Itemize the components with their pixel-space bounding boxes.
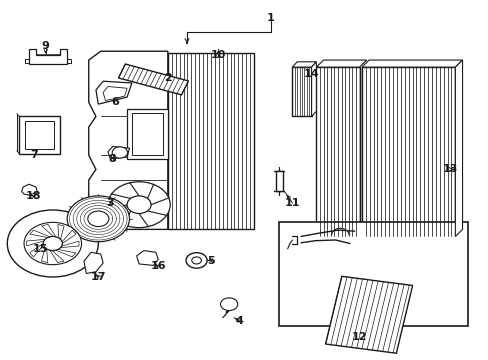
Circle shape bbox=[43, 237, 62, 251]
Polygon shape bbox=[89, 51, 167, 229]
Text: 14: 14 bbox=[303, 69, 319, 79]
Text: 1: 1 bbox=[266, 13, 274, 23]
Circle shape bbox=[67, 196, 129, 242]
Text: 8: 8 bbox=[109, 154, 116, 164]
Text: 6: 6 bbox=[111, 98, 119, 107]
Polygon shape bbox=[454, 60, 462, 237]
Polygon shape bbox=[316, 60, 366, 67]
Text: 18: 18 bbox=[26, 191, 41, 201]
Text: 15: 15 bbox=[33, 244, 48, 254]
Text: 9: 9 bbox=[41, 41, 49, 51]
Text: 12: 12 bbox=[351, 332, 366, 342]
Polygon shape bbox=[127, 109, 167, 159]
Text: 11: 11 bbox=[284, 198, 300, 208]
Polygon shape bbox=[137, 251, 158, 265]
Circle shape bbox=[220, 298, 237, 311]
Polygon shape bbox=[292, 62, 316, 67]
Polygon shape bbox=[118, 64, 188, 95]
Polygon shape bbox=[84, 252, 103, 274]
Text: 10: 10 bbox=[210, 50, 225, 60]
Polygon shape bbox=[311, 62, 316, 117]
Text: 16: 16 bbox=[150, 261, 166, 271]
Polygon shape bbox=[132, 113, 163, 155]
Circle shape bbox=[24, 222, 81, 265]
Polygon shape bbox=[167, 53, 254, 229]
Polygon shape bbox=[292, 67, 311, 117]
Circle shape bbox=[7, 210, 98, 277]
Bar bbox=[279, 222, 468, 327]
Polygon shape bbox=[108, 147, 129, 159]
Polygon shape bbox=[96, 81, 132, 104]
Text: 3: 3 bbox=[106, 198, 114, 208]
Circle shape bbox=[191, 257, 201, 264]
Text: 2: 2 bbox=[163, 73, 171, 83]
Polygon shape bbox=[21, 184, 38, 196]
Polygon shape bbox=[316, 67, 359, 237]
Circle shape bbox=[112, 147, 127, 158]
Circle shape bbox=[185, 253, 207, 268]
Circle shape bbox=[108, 182, 170, 228]
Text: 4: 4 bbox=[235, 316, 243, 326]
Polygon shape bbox=[19, 117, 60, 154]
Polygon shape bbox=[29, 49, 67, 64]
Text: 13: 13 bbox=[442, 165, 457, 174]
Polygon shape bbox=[361, 60, 462, 67]
Text: 17: 17 bbox=[90, 272, 106, 282]
Polygon shape bbox=[66, 59, 71, 63]
Polygon shape bbox=[25, 59, 30, 63]
Polygon shape bbox=[275, 171, 282, 190]
Text: 5: 5 bbox=[207, 256, 214, 266]
Polygon shape bbox=[325, 276, 412, 353]
Circle shape bbox=[88, 211, 109, 226]
Circle shape bbox=[127, 196, 151, 213]
Polygon shape bbox=[361, 67, 454, 237]
Text: 7: 7 bbox=[30, 150, 38, 160]
